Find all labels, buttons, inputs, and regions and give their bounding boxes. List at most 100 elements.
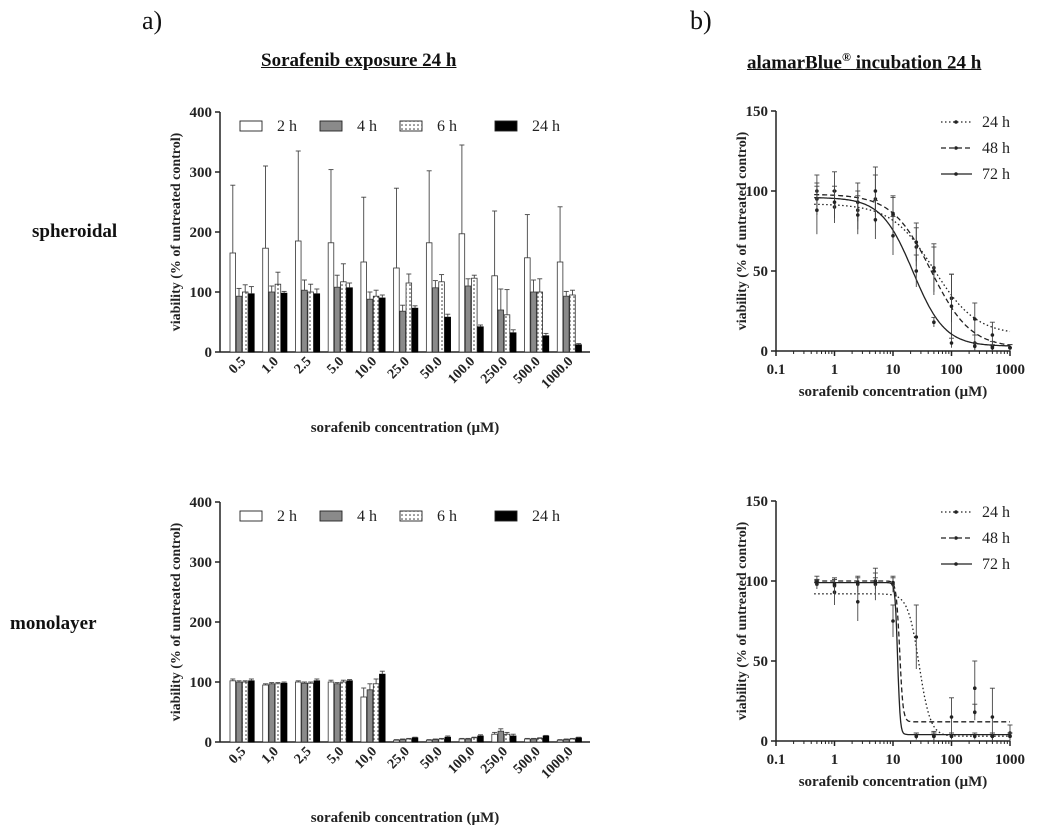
bar-2h-1 (262, 684, 269, 743)
legend-label-72h: 72 h (982, 556, 1010, 573)
bar-6h-1 (274, 283, 282, 353)
curve-48h (814, 580, 1010, 723)
legend-marker-48h (954, 146, 958, 150)
dose-response-chart-spheroidal: 0 50 100 150 0.1 1 10 100 1000 viability (% of un… (735, 104, 1025, 400)
legend-swatch-4h (319, 120, 343, 132)
bar-4h-2 (301, 682, 308, 743)
curve-48h (814, 193, 1011, 346)
bar-24h-7 (477, 326, 484, 353)
y-tick-label: 150 (746, 104, 769, 120)
data-point-48h (949, 304, 954, 308)
data-point-24h (990, 333, 995, 337)
data-point-72h (855, 213, 860, 217)
x-tick-label: 1.0 (259, 354, 282, 377)
legend-swatch-2h (239, 510, 263, 522)
bar-4h-3 (333, 683, 341, 743)
data-point-72h (855, 580, 860, 585)
bar-6h-7 (471, 737, 478, 743)
data-point-24h (855, 600, 860, 604)
data-point-48h (914, 240, 919, 244)
data-point-24h (949, 715, 954, 719)
y-tick-label: 0 (205, 735, 213, 751)
bar-4h-7 (464, 738, 472, 743)
row-label-spheroidal: spheroidal (32, 221, 118, 242)
legend-marker-24h (954, 510, 958, 514)
x-tick-label: 1 (831, 752, 839, 768)
legend-label-24h: 24 h (532, 118, 560, 135)
y-axis-label: viability (% of untreated control) (735, 521, 750, 720)
x-tick-label: 25.0 (385, 354, 413, 382)
data-point-72h (873, 580, 878, 585)
bar-24h-2 (313, 680, 321, 743)
bar-2h-1 (262, 247, 269, 353)
bar-24h-1 (280, 682, 288, 743)
bar-6h-5 (405, 282, 413, 353)
legend-label-48h: 48 h (982, 530, 1010, 547)
data-point-72h (815, 208, 819, 212)
data-point-72h (815, 580, 819, 585)
bar-4h-6 (432, 287, 439, 353)
data-point-24h (972, 686, 977, 690)
row-label-monolayer: monolayer (10, 613, 97, 634)
x-tick-label: 25,0 (385, 744, 413, 772)
bar-4h-5 (399, 310, 406, 353)
bar-2h-5 (393, 739, 400, 743)
x-tick-label: 1000 (995, 752, 1025, 768)
bar-2h-3 (327, 681, 335, 743)
bar-6h-2 (307, 682, 314, 743)
y-tick-label: 150 (746, 494, 769, 510)
bar-2h-9 (524, 738, 531, 743)
x-tick-label: 100,0 (445, 744, 478, 777)
bar-2h-3 (327, 242, 335, 353)
legend-swatch-2h (239, 120, 263, 132)
bar-2h-6 (425, 739, 433, 743)
bar-4h-5 (399, 739, 406, 743)
bar-4h-9 (530, 291, 537, 353)
curve-24h (814, 593, 1010, 737)
legend-label-24h: 24 h (982, 114, 1010, 131)
x-tick-label: 1000.0 (539, 354, 577, 392)
bar-6h-10 (569, 738, 576, 743)
x-tick-label: 1000 (995, 362, 1025, 378)
bar-6h-1 (274, 683, 282, 743)
bar-2h-6 (425, 242, 433, 353)
bar-24h-8 (510, 735, 517, 743)
bar-2h-2 (295, 240, 302, 353)
y-axis-label: viability (% of untreated control) (169, 522, 184, 721)
x-tick-label: 0.1 (767, 752, 786, 768)
y-tick-label: 200 (190, 615, 213, 631)
data-point-72h (914, 269, 919, 273)
legend-label-6h: 6 h (437, 508, 457, 525)
legend-label-24h: 24 h (532, 508, 560, 525)
legend-label-72h: 72 h (982, 166, 1010, 183)
bar-2h-7 (458, 738, 466, 743)
heading-alamarblue-main: alamarBlue (747, 52, 842, 74)
x-tick-label: 100 (940, 752, 963, 768)
panel-label-b: b) (690, 6, 712, 35)
bar-2h-7 (458, 233, 466, 353)
bar-24h-6 (444, 316, 451, 353)
x-tick-label: 0.5 (226, 354, 249, 377)
data-point-72h (832, 200, 837, 204)
bar-4h-4 (366, 689, 374, 743)
bar-6h-0 (242, 681, 249, 743)
data-point-72h (832, 582, 837, 586)
panel-label-a: a) (142, 6, 163, 35)
y-tick-label: 0 (205, 345, 213, 361)
curve-72h (814, 581, 1010, 736)
y-tick-label: 0 (761, 344, 769, 360)
bar-chart-monolayer: 0 100 200 300 400 viability (% of untreated c… (169, 495, 590, 825)
x-axis-label: sorafenib concentration (µM) (799, 384, 988, 400)
bar-4h-6 (432, 739, 439, 743)
bar-4h-3 (333, 286, 341, 353)
bar-6h-3 (340, 281, 347, 353)
x-axis-label: sorafenib concentration (µM) (799, 774, 988, 790)
bar-24h-4 (379, 673, 386, 743)
bar-24h-10 (575, 737, 582, 743)
registered-mark: ® (842, 50, 851, 64)
legend-label-2h: 2 h (277, 118, 297, 135)
y-tick-label: 300 (190, 555, 213, 571)
bar-24h-0 (248, 680, 255, 743)
bar-6h-0 (242, 291, 249, 353)
bar-2h-4 (360, 696, 367, 743)
